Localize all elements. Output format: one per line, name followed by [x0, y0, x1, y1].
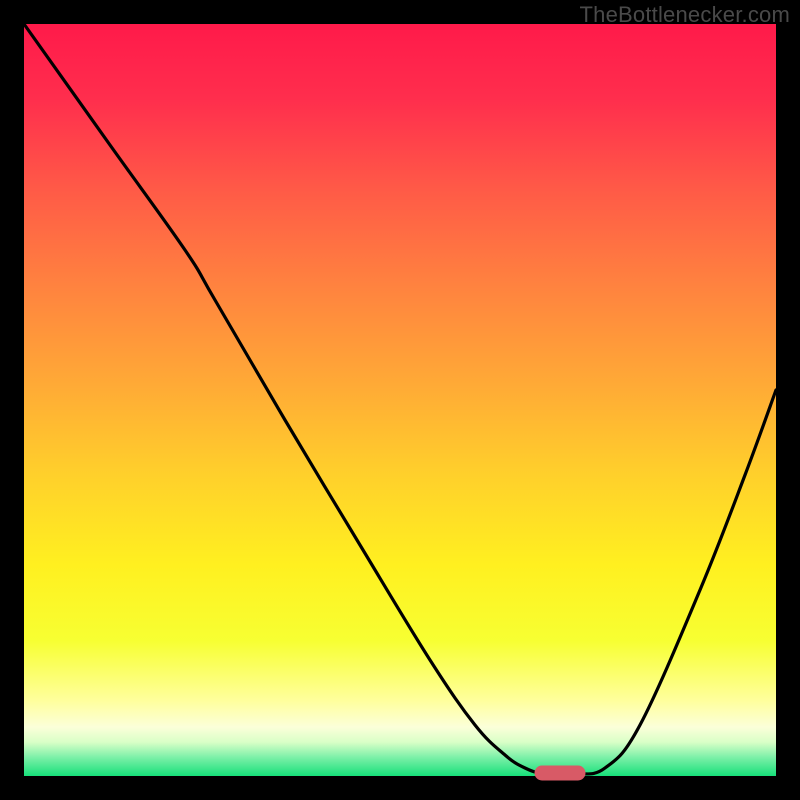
plot-background — [24, 24, 776, 776]
bottleneck-chart — [0, 0, 800, 800]
optimal-marker — [535, 766, 585, 780]
chart-container: TheBottlenecker.com — [0, 0, 800, 800]
